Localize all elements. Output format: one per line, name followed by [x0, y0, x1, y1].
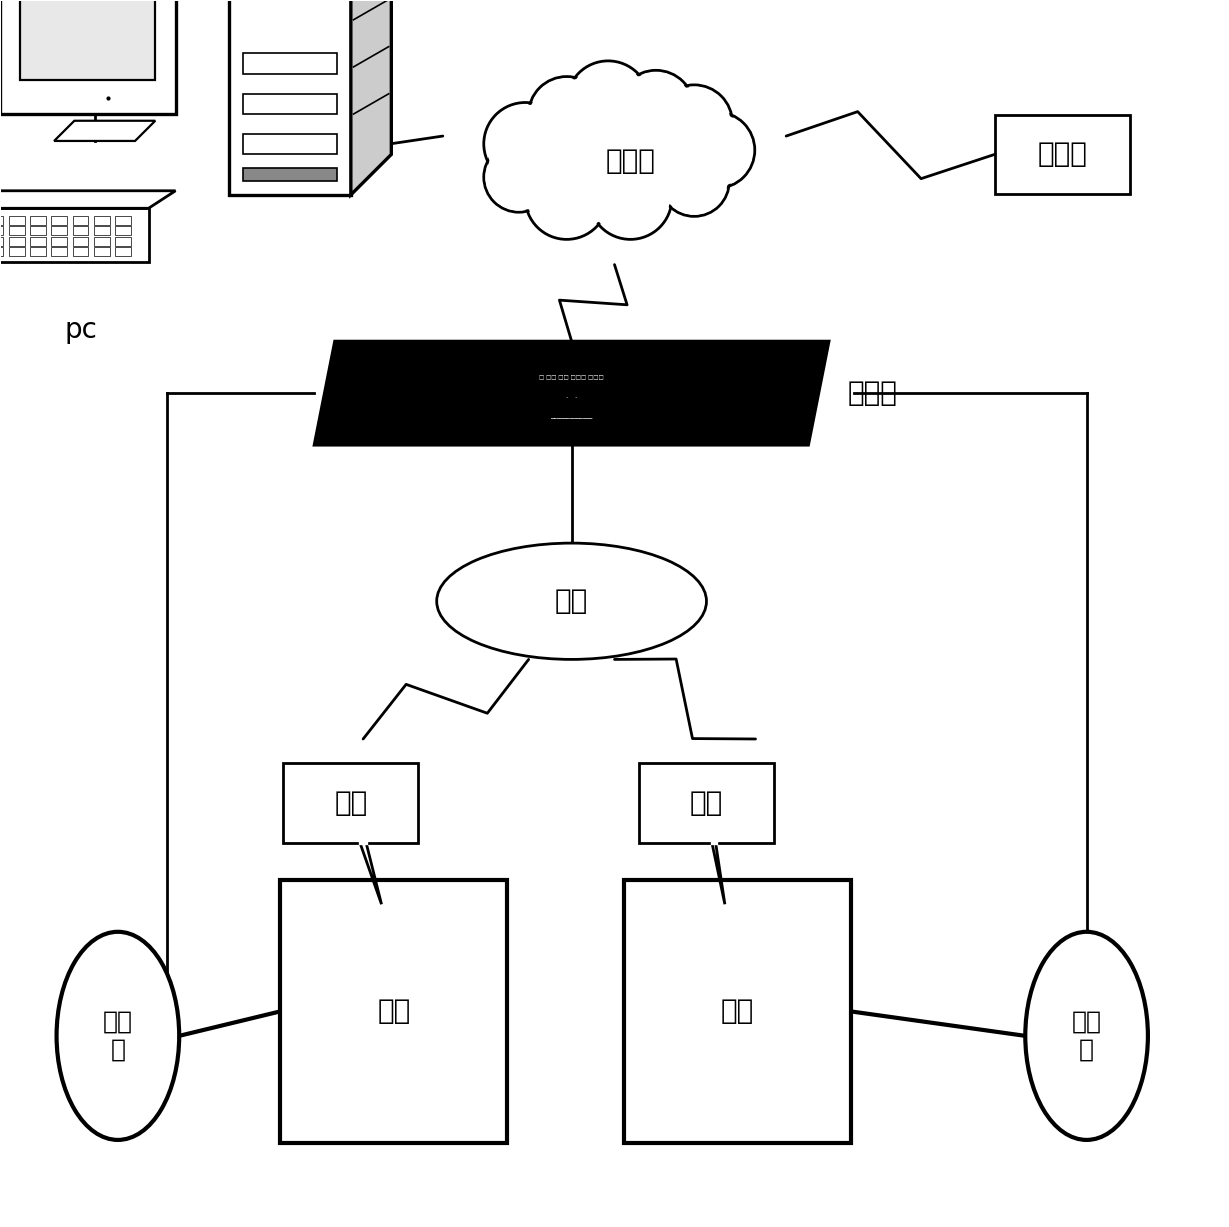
Polygon shape	[0, 0, 176, 114]
Circle shape	[659, 146, 729, 216]
Polygon shape	[360, 843, 381, 904]
FancyBboxPatch shape	[0, 227, 4, 236]
FancyBboxPatch shape	[280, 880, 508, 1144]
FancyBboxPatch shape	[52, 227, 68, 236]
FancyBboxPatch shape	[9, 237, 25, 245]
FancyBboxPatch shape	[29, 237, 45, 245]
Text: 服务器: 服务器	[606, 146, 655, 174]
Polygon shape	[315, 341, 830, 445]
Text: 交换机: 交换机	[848, 379, 897, 407]
Circle shape	[678, 112, 755, 188]
FancyBboxPatch shape	[93, 237, 109, 245]
Ellipse shape	[527, 124, 702, 198]
Circle shape	[567, 61, 650, 144]
Circle shape	[589, 157, 672, 239]
FancyBboxPatch shape	[93, 216, 109, 225]
FancyBboxPatch shape	[9, 227, 25, 236]
Circle shape	[485, 144, 552, 211]
FancyBboxPatch shape	[73, 248, 88, 256]
FancyBboxPatch shape	[29, 216, 45, 225]
Circle shape	[525, 157, 608, 239]
Text: ·   ·: · ·	[567, 395, 578, 401]
FancyBboxPatch shape	[0, 237, 4, 245]
FancyBboxPatch shape	[73, 227, 88, 236]
Circle shape	[485, 104, 564, 183]
FancyBboxPatch shape	[994, 114, 1129, 194]
Circle shape	[531, 79, 603, 151]
FancyBboxPatch shape	[116, 216, 132, 225]
Circle shape	[569, 63, 648, 141]
Polygon shape	[0, 190, 176, 209]
Circle shape	[528, 76, 605, 153]
Circle shape	[618, 70, 694, 147]
Circle shape	[591, 158, 670, 237]
Polygon shape	[230, 0, 350, 195]
Circle shape	[484, 142, 554, 212]
Text: 耳温: 耳温	[334, 789, 367, 817]
Circle shape	[680, 114, 753, 187]
FancyBboxPatch shape	[639, 763, 774, 843]
Text: 猪只: 猪只	[720, 998, 753, 1026]
FancyBboxPatch shape	[73, 237, 88, 245]
Ellipse shape	[532, 128, 697, 194]
Ellipse shape	[57, 931, 179, 1140]
Text: pc: pc	[65, 317, 97, 344]
FancyBboxPatch shape	[243, 134, 338, 155]
FancyBboxPatch shape	[116, 227, 132, 236]
FancyBboxPatch shape	[0, 248, 4, 256]
FancyBboxPatch shape	[52, 216, 68, 225]
FancyBboxPatch shape	[9, 248, 25, 256]
FancyBboxPatch shape	[243, 168, 338, 182]
Ellipse shape	[436, 544, 707, 659]
Text: 客户端: 客户端	[1037, 140, 1086, 168]
Polygon shape	[712, 843, 725, 904]
Polygon shape	[21, 0, 155, 80]
Text: 耳温: 耳温	[689, 789, 723, 817]
Circle shape	[658, 87, 730, 160]
Text: 猪只: 猪只	[377, 998, 410, 1026]
Polygon shape	[0, 209, 149, 263]
Text: □ □□ □□ □□□ □□□: □ □□ □□ □□□ □□□	[540, 375, 603, 380]
FancyBboxPatch shape	[623, 880, 850, 1144]
FancyBboxPatch shape	[116, 237, 132, 245]
Circle shape	[527, 158, 606, 237]
Circle shape	[656, 85, 732, 161]
Text: 摄像
头: 摄像 头	[1072, 1010, 1101, 1061]
Circle shape	[619, 72, 692, 145]
FancyBboxPatch shape	[29, 227, 45, 236]
Text: ─────────────: ─────────────	[551, 417, 592, 422]
FancyBboxPatch shape	[0, 216, 4, 225]
FancyBboxPatch shape	[243, 54, 338, 74]
FancyBboxPatch shape	[284, 763, 418, 843]
FancyBboxPatch shape	[52, 237, 68, 245]
Polygon shape	[350, 0, 391, 195]
Text: 主机: 主机	[556, 588, 589, 615]
Polygon shape	[54, 120, 155, 141]
FancyBboxPatch shape	[52, 248, 68, 256]
FancyBboxPatch shape	[93, 227, 109, 236]
FancyBboxPatch shape	[243, 93, 338, 114]
FancyBboxPatch shape	[9, 216, 25, 225]
Circle shape	[484, 103, 567, 185]
FancyBboxPatch shape	[29, 248, 45, 256]
Circle shape	[661, 148, 728, 215]
FancyBboxPatch shape	[93, 248, 109, 256]
Ellipse shape	[1025, 931, 1148, 1140]
FancyBboxPatch shape	[116, 248, 132, 256]
FancyBboxPatch shape	[73, 216, 88, 225]
Text: 摄像
头: 摄像 头	[103, 1010, 133, 1061]
